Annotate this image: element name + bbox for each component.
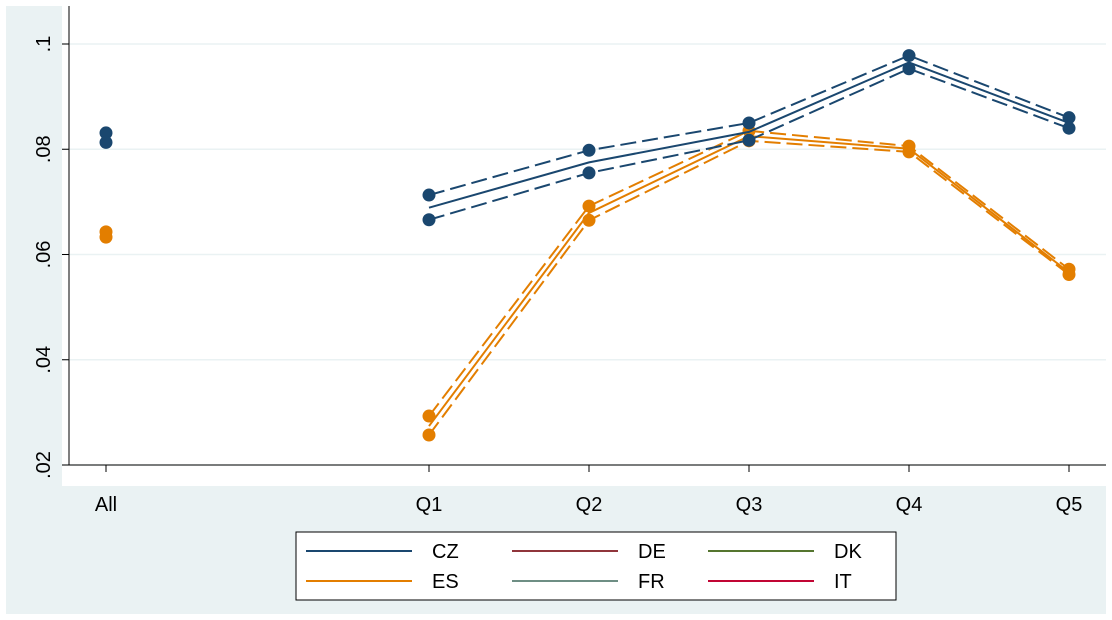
- cz-lower-marker: [902, 62, 916, 76]
- cz-lower-marker: [99, 135, 113, 149]
- y-tick-label: .02: [33, 451, 55, 479]
- plot-area: [62, 6, 1106, 486]
- cz-lower-marker: [422, 213, 436, 227]
- chart-figure: .02 .04 .06 .08 .1 All Q1 Q2 Q3 Q4 Q5 CZ DE DK ES FR I…: [6, 6, 1106, 614]
- y-tick-label: .1: [33, 36, 55, 53]
- legend-item-de: DE: [512, 541, 666, 563]
- es-lower-marker: [902, 145, 916, 159]
- cz-upper-marker: [902, 49, 916, 63]
- cz-estimate-line: [428, 61, 1070, 209]
- x-tick-label: Q3: [736, 494, 763, 516]
- cz-upper-marker: [99, 126, 113, 140]
- cz-lower-marker: [582, 166, 596, 180]
- x-tick-label: Q1: [416, 494, 443, 516]
- y-tick-label: .04: [33, 346, 55, 374]
- chart-svg: .02 .04 .06 .08 .1 All Q1 Q2 Q3 Q4 Q5 CZ DE DK ES FR I…: [33, 6, 1106, 601]
- legend-label: DE: [638, 541, 666, 563]
- es-upper-marker: [422, 409, 436, 423]
- legend-label: DK: [834, 541, 862, 563]
- legend-label: IT: [834, 571, 852, 593]
- legend-item-cz: CZ: [306, 541, 459, 563]
- cz-lower-marker: [1062, 121, 1076, 135]
- legend-item-it: IT: [708, 571, 852, 593]
- legend-item-es: ES: [306, 571, 459, 593]
- x-tick-label: All: [95, 494, 117, 516]
- legend-label: CZ: [432, 541, 459, 563]
- es-lower-marker: [99, 230, 113, 244]
- legend-box: [295, 531, 897, 601]
- series-layer: [99, 49, 1076, 442]
- cz-lower-marker: [742, 133, 756, 147]
- legend-item-fr: FR: [512, 571, 665, 593]
- cz-upper-marker: [582, 143, 596, 157]
- es-lower-marker: [582, 213, 596, 227]
- legend-label: ES: [432, 571, 459, 593]
- cz-upper-marker: [422, 188, 436, 202]
- y-axis: .02 .04 .06 .08 .1: [33, 6, 70, 479]
- cz-upper-marker: [1062, 111, 1076, 125]
- legend: CZ DE DK ES FR IT: [295, 531, 897, 601]
- es-lower-marker: [422, 428, 436, 442]
- y-tick-label: .06: [33, 241, 55, 269]
- x-axis: All Q1 Q2 Q3 Q4 Q5: [69, 464, 1106, 516]
- y-tick-label: .08: [33, 135, 55, 163]
- legend-item-dk: DK: [708, 541, 862, 563]
- es-lower-marker: [1062, 267, 1076, 281]
- es-upper-marker: [582, 199, 596, 213]
- x-tick-label: Q4: [896, 494, 923, 516]
- x-tick-label: Q2: [576, 494, 603, 516]
- legend-label: FR: [638, 571, 665, 593]
- cz-upper-ci-line: [428, 54, 1070, 196]
- cz-upper-marker: [742, 116, 756, 130]
- x-tick-label: Q5: [1056, 494, 1083, 516]
- series-cz: [99, 49, 1076, 227]
